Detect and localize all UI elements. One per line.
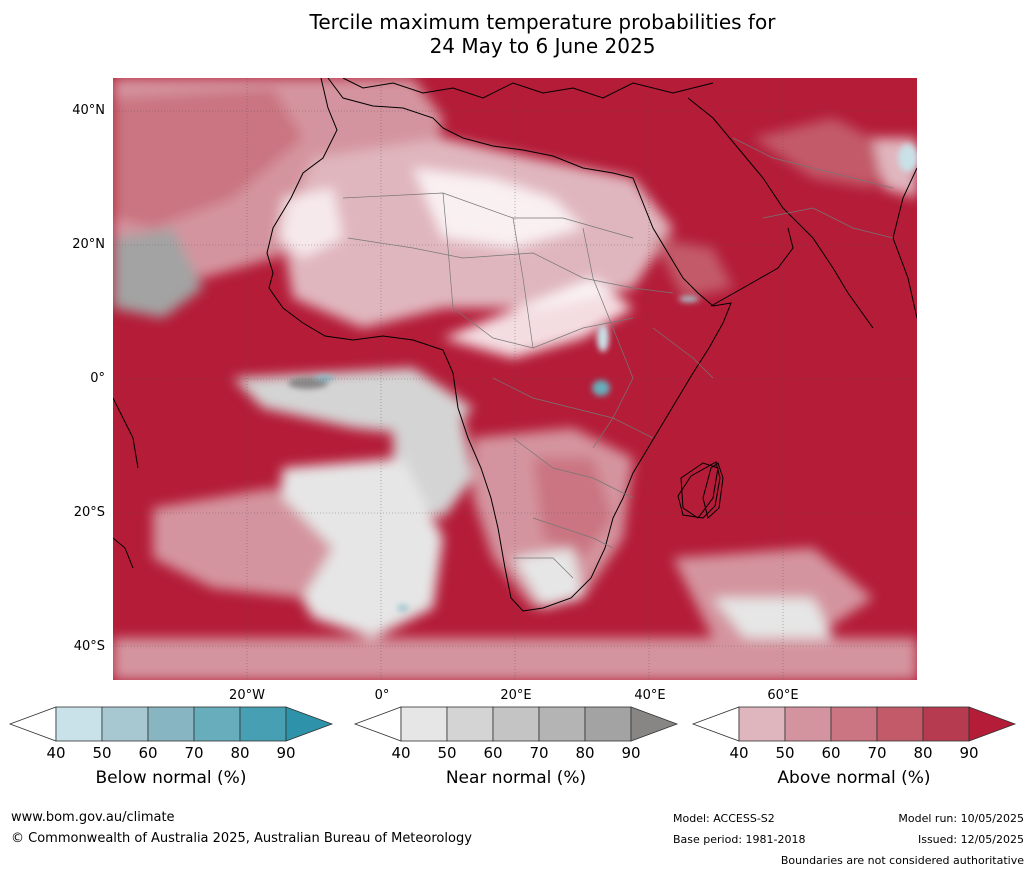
copyright-text: © Commonwealth of Australia 2025, Austra… <box>11 831 472 846</box>
island-outlines <box>677 461 721 519</box>
below-tick-50: 50 <box>92 744 112 762</box>
near-tick-50: 50 <box>437 744 457 762</box>
lat-label-40s: 40°S <box>73 639 105 654</box>
colorbar-near-bin-3 <box>492 706 540 742</box>
gridlines <box>113 78 917 680</box>
colorbar-above-bin-5 <box>922 706 970 742</box>
below-tick-70: 70 <box>184 744 204 762</box>
above-normal-title: Above normal (%) <box>777 768 931 788</box>
above-tick-40: 40 <box>729 744 749 762</box>
below-tick-40: 40 <box>46 744 66 762</box>
map-svg <box>113 78 917 680</box>
website-link[interactable]: www.bom.gov.au/climate <box>11 810 175 825</box>
near-tick-40: 40 <box>391 744 411 762</box>
above-tick-50: 50 <box>775 744 795 762</box>
coastlines <box>113 78 917 612</box>
issued-date: Issued: 12/05/2025 <box>917 833 1024 846</box>
colorbar-near-bin-4 <box>538 706 586 742</box>
base-period: Base period: 1981-2018 <box>673 833 806 846</box>
colorbar-below-bin-5 <box>239 706 287 742</box>
colorbar-above-min-arrow <box>691 706 740 742</box>
below-tick-80: 80 <box>230 744 250 762</box>
lon-label-60e: 60°E <box>767 688 799 703</box>
colorbar-below-bin-3 <box>147 706 195 742</box>
colorbar-above-bin-2 <box>784 706 832 742</box>
above-tick-70: 70 <box>867 744 887 762</box>
probability-accents <box>288 144 917 612</box>
chart-title: Tercile maximum temperature probabilitie… <box>0 10 1035 58</box>
below-normal-title: Below normal (%) <box>95 768 247 788</box>
lat-label-20s: 20°S <box>73 505 105 520</box>
probability-map <box>113 78 917 680</box>
lon-label-0: 0° <box>374 688 390 703</box>
colorbar-below-bin-1 <box>55 706 103 742</box>
colorbar-near-bin-1 <box>400 706 448 742</box>
above-tick-80: 80 <box>913 744 933 762</box>
colorbar-above <box>691 706 1017 742</box>
model-name: Model: ACCESS-S2 <box>673 812 775 825</box>
title-line-2: 24 May to 6 June 2025 <box>429 34 656 58</box>
near-tick-80: 80 <box>575 744 595 762</box>
lon-label-40e: 40°E <box>634 688 666 703</box>
title-line-1: Tercile maximum temperature probabilitie… <box>309 10 776 34</box>
near-normal-title: Near normal (%) <box>445 768 587 788</box>
lat-label-40n: 40°N <box>72 103 105 118</box>
model-run-date: Model run: 10/05/2025 <box>898 812 1024 825</box>
colorbar-below-bin-2 <box>101 706 149 742</box>
colorbar-below <box>8 706 334 742</box>
boundaries-disclaimer: Boundaries are not considered authoritat… <box>780 854 1024 867</box>
below-tick-90: 90 <box>276 744 296 762</box>
madagascar-outline <box>702 462 724 519</box>
lon-label-20e: 20°E <box>500 688 532 703</box>
near-tick-60: 60 <box>483 744 503 762</box>
colorbar-near-bin-5 <box>584 706 632 742</box>
near-tick-90: 90 <box>621 744 641 762</box>
lon-label-20w: 20°W <box>229 688 265 703</box>
colorbar-near <box>353 706 679 742</box>
colorbar-below-max-arrow <box>285 706 334 742</box>
colorbar-below-bin-4 <box>193 706 241 742</box>
colorbar-above-bin-4 <box>876 706 924 742</box>
colorbar-near-max-arrow <box>630 706 679 742</box>
colorbar-above-bin-1 <box>738 706 786 742</box>
above-tick-60: 60 <box>821 744 841 762</box>
colorbar-near-min-arrow <box>353 706 402 742</box>
lat-label-equator: 0° <box>90 371 105 386</box>
colorbar-below-min-arrow <box>8 706 57 742</box>
near-tick-70: 70 <box>529 744 549 762</box>
above-tick-90: 90 <box>959 744 979 762</box>
country-borders <box>342 137 894 579</box>
below-tick-60: 60 <box>138 744 158 762</box>
colorbar-above-max-arrow <box>968 706 1017 742</box>
lat-label-20n: 20°N <box>72 237 105 252</box>
colorbar-near-bin-2 <box>446 706 494 742</box>
colorbar-above-bin-3 <box>830 706 878 742</box>
